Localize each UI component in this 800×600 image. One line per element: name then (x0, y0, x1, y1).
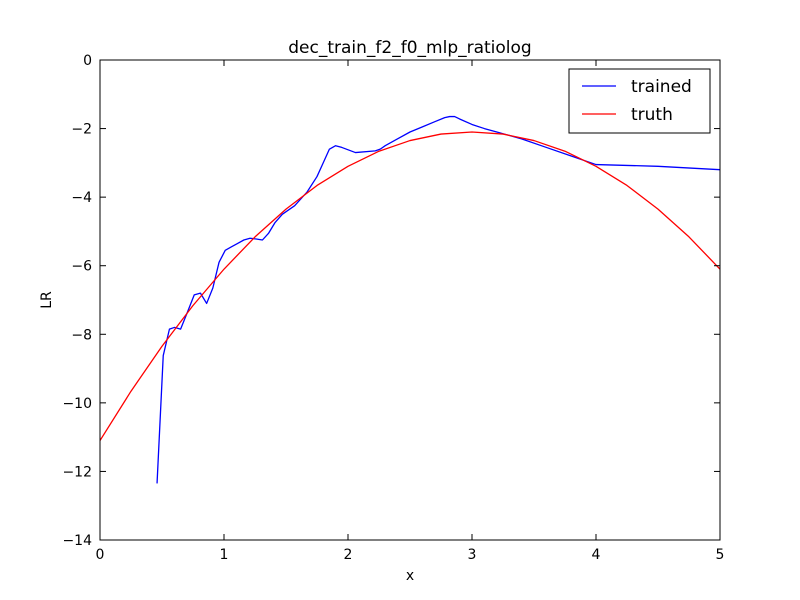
series-line-truth (100, 131, 720, 441)
legend-label-trained: trained (631, 77, 692, 97)
y-axis-label: LR (39, 291, 55, 309)
y-tick-label: −8 (71, 327, 92, 343)
y-tick-label: −4 (71, 190, 92, 206)
legend-box (568, 68, 711, 134)
plot-frame (99, 59, 721, 541)
y-tick-label: −14 (62, 533, 92, 549)
x-tick-label: 3 (468, 547, 477, 563)
legend-label-truth: truth (631, 105, 673, 125)
series-line-trained (156, 115, 720, 484)
y-tick-label: −2 (71, 122, 92, 138)
y-tick-label: −6 (71, 259, 92, 275)
x-tick-label: 4 (592, 547, 601, 563)
x-tick-label: 1 (220, 547, 229, 563)
x-tick-label: 5 (716, 547, 725, 563)
x-axis-label: x (406, 568, 414, 584)
y-tick-label: −12 (62, 464, 92, 480)
x-tick-label: 0 (96, 547, 105, 563)
y-tick-label: 0 (83, 53, 92, 69)
legend: trained truth (568, 68, 711, 134)
plot-area: 0 1 2 3 4 5 0 −2 −4 −6 −8 −10 −12 −14 (62, 53, 724, 563)
x-tick-label: 2 (344, 547, 353, 563)
series-group (100, 115, 720, 484)
y-tick-label: −10 (62, 396, 92, 412)
chart-title: dec_train_f2_f0_mlp_ratiolog (288, 38, 531, 58)
